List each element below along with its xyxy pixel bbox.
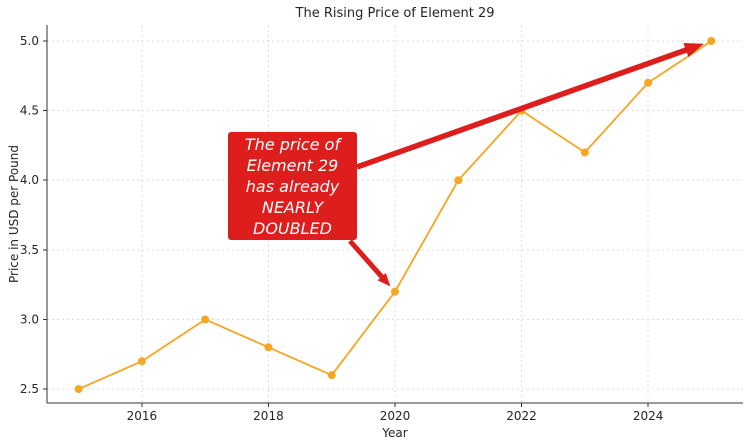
data-point-marker bbox=[264, 343, 273, 352]
y-tick-label: 4.5 bbox=[20, 104, 39, 118]
annotation-line: Element 29 bbox=[246, 155, 339, 175]
x-tick-label: 2016 bbox=[127, 409, 158, 423]
annotation-box: The price of Element 29 has already NEAR… bbox=[228, 132, 357, 240]
data-point-marker bbox=[580, 148, 589, 157]
chart-title: The Rising Price of Element 29 bbox=[295, 6, 495, 21]
annotation-arrows bbox=[348, 42, 704, 287]
data-point-marker bbox=[74, 385, 83, 394]
arrow-shaft bbox=[348, 239, 385, 280]
arrow-head bbox=[377, 273, 391, 287]
data-point-marker bbox=[327, 371, 336, 380]
x-tick-label: 2020 bbox=[380, 409, 411, 423]
y-tick-label: 3.0 bbox=[20, 312, 39, 326]
y-axis-label: Price in USD per Pound bbox=[7, 144, 21, 284]
x-tick-label: 2022 bbox=[506, 409, 537, 423]
data-point-marker bbox=[137, 357, 146, 366]
y-tick-label: 3.5 bbox=[20, 243, 39, 257]
arrow-shaft bbox=[356, 46, 689, 170]
annotation-line: DOUBLED bbox=[253, 218, 332, 238]
x-tick-label: 2018 bbox=[253, 409, 284, 423]
data-point-marker bbox=[201, 315, 210, 324]
data-point-marker bbox=[644, 78, 653, 87]
axis-ticks: 2016 2018 2020 2022 2024 2.5 3.0 3.5 4.0 4.5 5.0 bbox=[20, 34, 663, 423]
gridlines bbox=[47, 25, 743, 403]
x-axis-label: Year bbox=[382, 426, 408, 440]
x-tick-label: 2024 bbox=[633, 409, 664, 423]
y-tick-label: 2.5 bbox=[20, 382, 39, 396]
annotation-line: has already bbox=[245, 176, 340, 196]
data-point-marker bbox=[391, 287, 399, 296]
data-point-marker bbox=[707, 37, 716, 46]
y-tick-label: 4.0 bbox=[20, 173, 39, 187]
arrow-head bbox=[683, 42, 704, 58]
annotation-line: NEARLY bbox=[261, 197, 324, 217]
y-tick-label: 5.0 bbox=[20, 34, 39, 48]
annotation-line: The price of bbox=[244, 134, 341, 154]
data-point-marker bbox=[454, 176, 463, 185]
